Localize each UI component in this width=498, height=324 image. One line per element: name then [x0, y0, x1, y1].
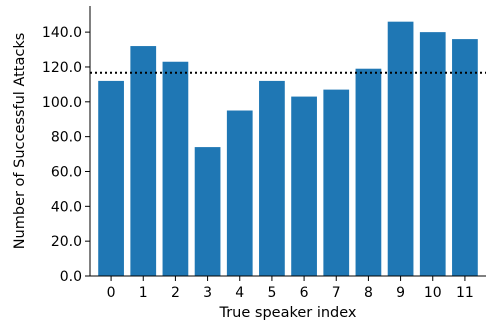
- y-tick-label: 20.0: [51, 234, 82, 250]
- bar-7: [323, 89, 350, 276]
- y-tick-label: 60.0: [51, 164, 82, 180]
- bars-group: [98, 21, 478, 277]
- y-tick-label: 0.0: [60, 269, 82, 285]
- x-tick-label: 10: [424, 285, 442, 301]
- bar-5: [259, 80, 285, 276]
- y-tick-label: 40.0: [51, 199, 82, 215]
- x-tick-label: 7: [332, 285, 341, 301]
- x-tick-label: 6: [300, 285, 309, 301]
- x-axis-label: True speaker index: [218, 305, 356, 321]
- bar-9: [387, 21, 414, 277]
- bar-0: [98, 80, 124, 276]
- y-tick-label: 100.0: [42, 95, 82, 111]
- y-tick-label: 140.0: [42, 25, 82, 41]
- x-axis-ticks: 0 1 2 3 4 5 6 7 8 9 10 11: [107, 276, 474, 301]
- y-axis-label: Number of Successful Attacks: [12, 33, 28, 250]
- x-tick-label: 5: [267, 285, 276, 301]
- y-axis-ticks: 0.0 20.0 40.0 60.0 80.0 100.0 120.0 140.0: [42, 25, 90, 285]
- y-tick-label: 120.0: [42, 60, 82, 76]
- bar-2: [162, 61, 189, 276]
- bar-8: [355, 68, 382, 276]
- x-tick-label: 2: [171, 285, 180, 301]
- x-tick-label: 4: [235, 285, 244, 301]
- x-tick-label: 3: [203, 285, 212, 301]
- bar-4: [226, 110, 253, 276]
- bar-10: [419, 32, 446, 277]
- bar-3: [194, 147, 221, 276]
- bar-1: [130, 46, 157, 277]
- x-tick-label: 1: [139, 285, 148, 301]
- x-tick-label: 0: [107, 285, 116, 301]
- x-tick-label: 8: [364, 285, 373, 301]
- y-tick-label: 80.0: [51, 130, 82, 146]
- x-tick-label: 11: [456, 285, 474, 301]
- bar-6: [291, 96, 317, 276]
- bar-11: [452, 39, 478, 277]
- x-tick-label: 9: [396, 285, 405, 301]
